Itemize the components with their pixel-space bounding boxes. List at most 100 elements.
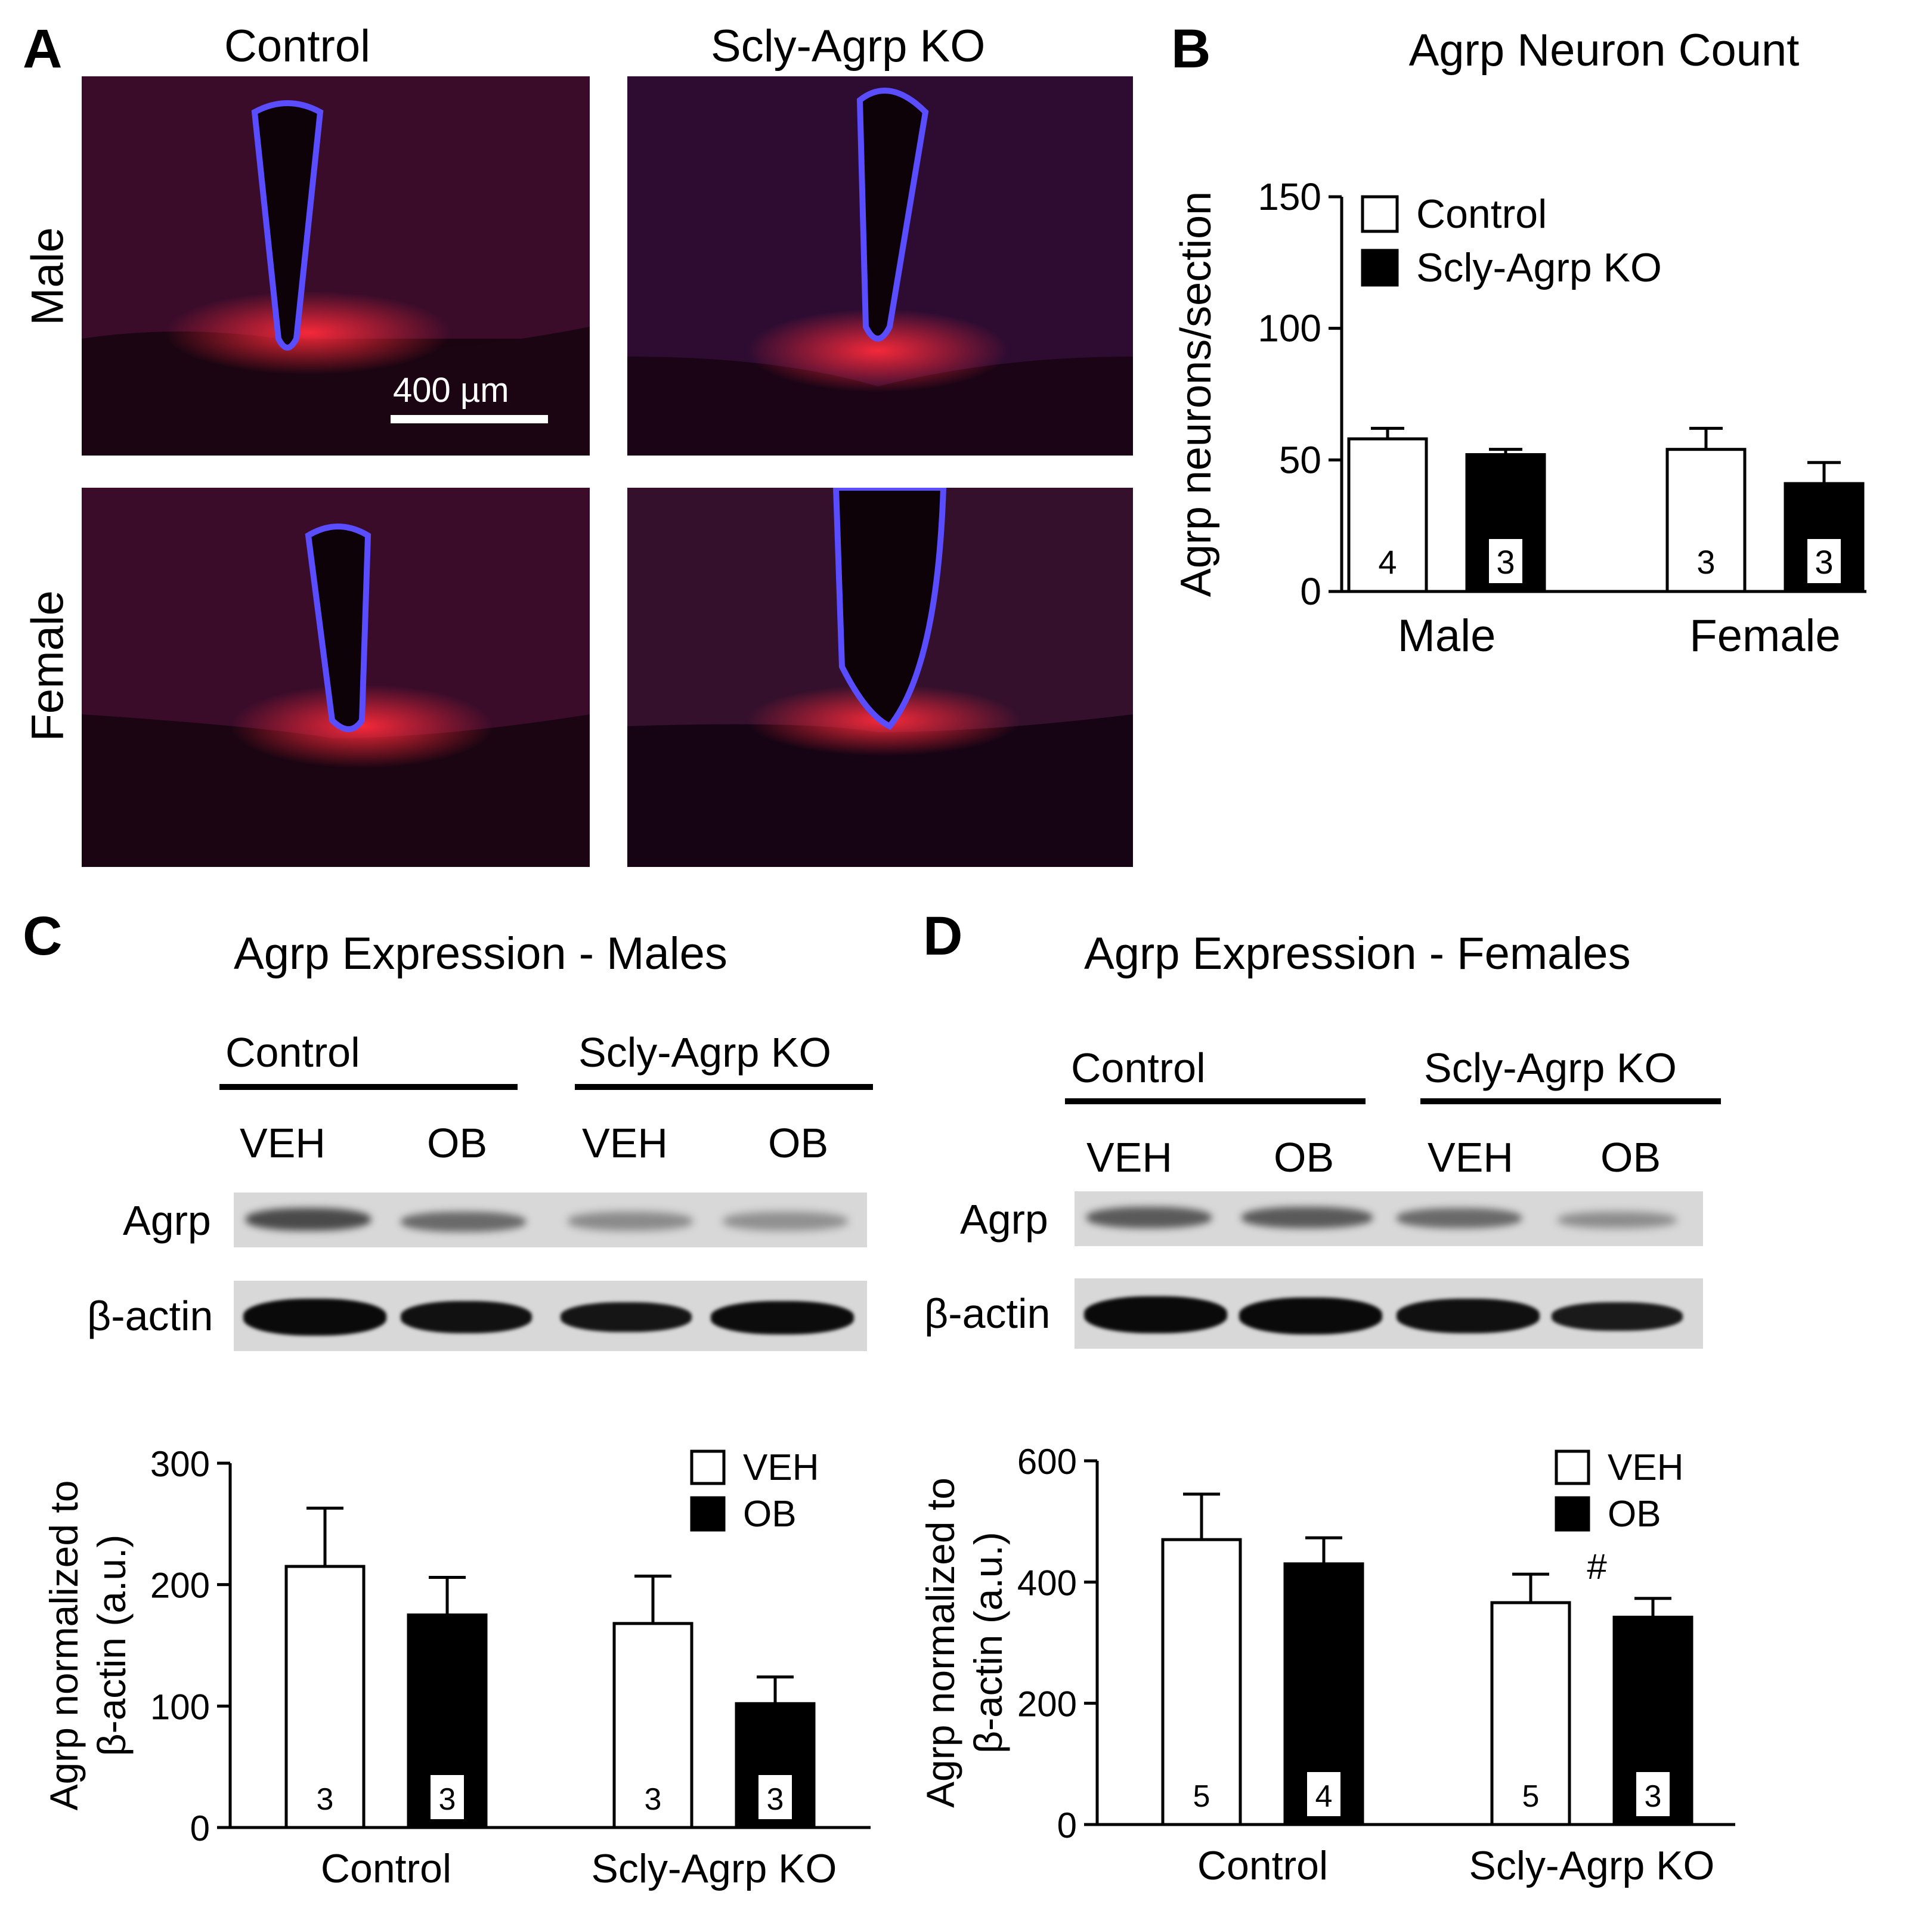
scale-bar — [391, 415, 548, 423]
chart-c-n-label-0-0: 3 — [317, 1782, 334, 1817]
chart-c-legend-label-1: OB — [743, 1494, 797, 1535]
column-label-ko: Scly-Agrp KO — [711, 21, 986, 72]
chart-c-n-box-1-0 — [636, 1775, 670, 1819]
chart-c-ylabel-line-0: Agrp normalized to — [42, 1480, 86, 1811]
blot-d-lane-2: OB — [1274, 1134, 1335, 1181]
chart-c-n-label-0-1: 3 — [439, 1782, 456, 1817]
chart-c-category-0: Control — [321, 1846, 451, 1891]
chart-b-ytick-label-1: 50 — [1279, 438, 1321, 481]
micrograph-female-control-image — [82, 488, 590, 867]
blot-c-group-ko: Scly-Agrp KO — [578, 1029, 831, 1076]
micrograph-male-ko — [627, 76, 1133, 456]
blot-d-lane-4: OB — [1600, 1134, 1661, 1181]
chart-b-legend-swatch-0 — [1361, 195, 1399, 233]
chart-d-ytick-label-2: 400 — [1017, 1563, 1077, 1603]
chart-d-legend-label-0: VEH — [1608, 1447, 1683, 1488]
blot-d-actin-band-3 — [1397, 1299, 1540, 1333]
chart-c-ylabel-line-1: β-actin (a.u.) — [89, 1535, 134, 1757]
blot-d-agrp-strip — [1075, 1191, 1703, 1246]
blot-d-actin-band-4 — [1552, 1302, 1683, 1331]
blot-d-group-ko-line — [1420, 1098, 1721, 1104]
chart-c-legend-label-0: VEH — [743, 1447, 819, 1488]
chart-b-legend-label-0: Control — [1416, 191, 1547, 237]
chart-d-category-1: Scly-Agrp KO — [1469, 1843, 1715, 1888]
chart-d-n-box-0-1 — [1307, 1772, 1340, 1816]
chart-d-bar-1-1 — [1612, 1615, 1693, 1826]
chart-b: Agrp Neuron Count 0 50 100 150 Agrp neurons/s… — [1172, 25, 1866, 661]
column-label-control: Control — [224, 21, 370, 72]
chart-d-n-label-0-0: 5 — [1193, 1779, 1210, 1814]
panel-d-title: Agrp Expression - Females — [1084, 928, 1631, 979]
blot-c-actin-band-1 — [243, 1299, 386, 1336]
micrograph-female-ko — [627, 488, 1133, 867]
chart-b-category-0: Male — [1398, 611, 1496, 661]
blot-d-agrp-band-4 — [1558, 1212, 1677, 1228]
chart-d-legend-swatch-1 — [1555, 1496, 1590, 1532]
blot-c-lane-4: OB — [768, 1120, 829, 1166]
blot-c-agrp-band-4 — [723, 1212, 848, 1231]
chart-b-ylabel-line-0: Agrp neurons/section — [1172, 191, 1220, 597]
chart-c-legend-swatch-0 — [690, 1449, 726, 1485]
chart-d-ylabel-line-1: β-actin (a.u.) — [966, 1532, 1010, 1754]
chart-d-n-label-0-1: 4 — [1315, 1779, 1333, 1814]
chart-b-n-box-0-1 — [1489, 539, 1522, 583]
micrograph-female-control — [82, 488, 590, 867]
chart-b-legend-label-1: Scly-Agrp KO — [1416, 245, 1662, 290]
chart-d: 0 200 400 600 Agrp normalized to β-actin (a.u… — [918, 1442, 1735, 1888]
micrograph-male-ko-image — [627, 76, 1133, 456]
blot-c-actin-band-3 — [561, 1302, 692, 1332]
chart-c-category-1: Scly-Agrp KO — [592, 1846, 837, 1891]
chart-d-ylabel-line-0: Agrp normalized to — [918, 1478, 962, 1808]
chart-b-n-box-1-0 — [1689, 539, 1723, 583]
scale-bar-label: 400 µm — [393, 371, 509, 410]
panel-label-a: A — [23, 18, 63, 79]
blot-d-group-control-line — [1065, 1098, 1366, 1104]
blot-c-agrp-strip — [234, 1192, 867, 1247]
chart-c-n-box-1-1 — [758, 1775, 792, 1819]
chart-d-category-0: Control — [1197, 1843, 1328, 1888]
chart-b-title: Agrp Neuron Count — [1409, 25, 1800, 76]
blot-d-group-ko-label: Scly-Agrp KO — [1424, 1045, 1677, 1091]
blot-d-lane-1: VEH — [1086, 1134, 1172, 1181]
chart-c-ytick-label-1: 100 — [150, 1687, 210, 1727]
chart-c-legend-swatch-1 — [690, 1496, 726, 1532]
chart-b-ytick-label-3: 150 — [1258, 175, 1321, 218]
blot-c-actin-band-4 — [711, 1301, 854, 1334]
chart-c-ytick-label-2: 200 — [150, 1566, 210, 1606]
blot-c-row-agrp: Agrp — [123, 1197, 211, 1244]
blot-c-actin-band-2 — [401, 1301, 532, 1333]
blot-d-agrp-band-1 — [1086, 1207, 1212, 1228]
row-label-male: Male — [22, 227, 73, 326]
chart-d-bar-1-0 — [1490, 1601, 1571, 1826]
blot-c-lane-2: OB — [427, 1120, 488, 1166]
chart-d-n-label-1-0: 5 — [1522, 1779, 1540, 1814]
blot-d-actin-strip — [1075, 1278, 1703, 1349]
chart-b-n-label-0-1: 3 — [1496, 543, 1515, 581]
chart-d-legend-swatch-0 — [1555, 1449, 1590, 1485]
chart-d-annotation-0: # — [1587, 1547, 1607, 1587]
blot-d-agrp-band-2 — [1241, 1207, 1373, 1228]
blot-c-agrp-band-3 — [568, 1212, 693, 1231]
chart-c-ytick-label-0: 0 — [190, 1808, 210, 1848]
chart-b-n-box-0-0 — [1371, 539, 1404, 583]
blot-d-lane-3: VEH — [1428, 1134, 1513, 1181]
chart-d-n-box-1-0 — [1514, 1772, 1547, 1816]
blot-c-agrp-band-2 — [401, 1212, 526, 1232]
chart-d-ytick-label-1: 200 — [1017, 1684, 1077, 1724]
panel-label-c: C — [23, 906, 63, 967]
blot-d-actin-band-2 — [1239, 1297, 1382, 1334]
panel-label-d: D — [923, 906, 963, 967]
panel-c-title: Agrp Expression - Males — [234, 928, 727, 979]
chart-d-n-box-0-0 — [1185, 1772, 1218, 1816]
chart-d-legend-label-1: OB — [1608, 1494, 1661, 1535]
blot-c-group-control-line — [219, 1084, 518, 1090]
chart-d-n-label-1-1: 3 — [1645, 1779, 1662, 1814]
chart-b-legend-swatch-1 — [1361, 249, 1399, 287]
chart-c: 0 100 200 300 Agrp normalized to β-actin (a.u… — [42, 1444, 871, 1891]
chart-b-n-label-1-1: 3 — [1815, 543, 1833, 581]
chart-c-n-label-1-0: 3 — [645, 1782, 662, 1817]
chart-c-bar-0-1 — [407, 1613, 488, 1829]
blot-c-actin-strip — [234, 1281, 867, 1351]
chart-c-n-box-0-0 — [308, 1775, 342, 1819]
blot-c-group-control: Control — [225, 1029, 360, 1076]
